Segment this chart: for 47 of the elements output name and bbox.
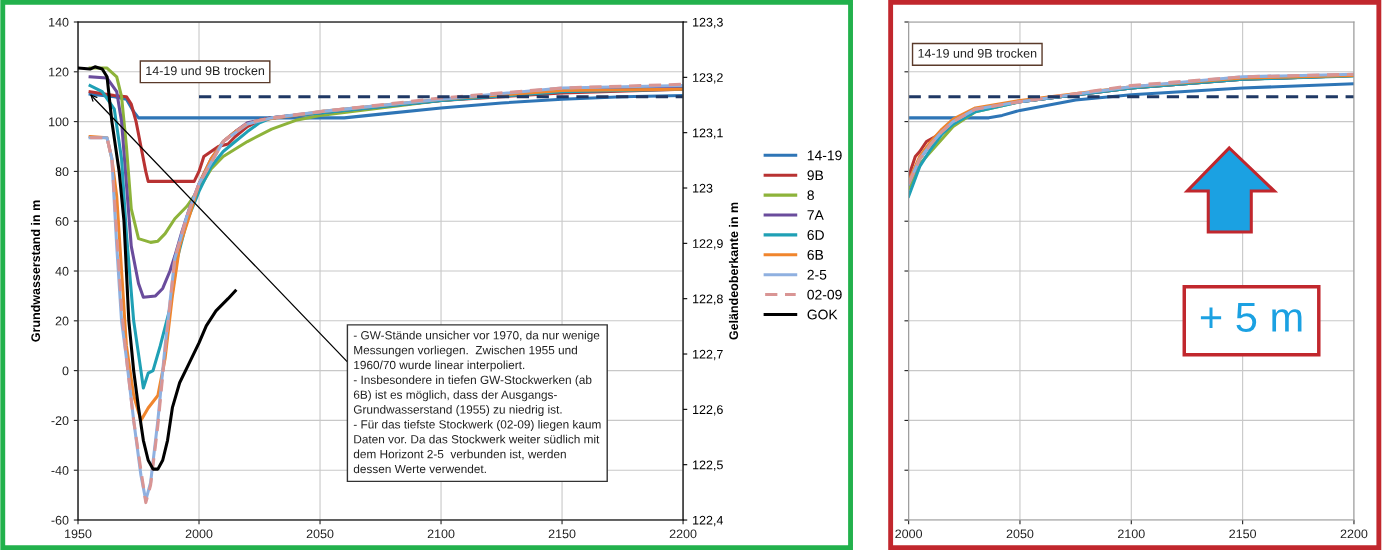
x-tick-label: 2050	[306, 529, 334, 539]
y2-axis-title: Geländeoberkante in m	[728, 202, 739, 340]
y-tick-label: 40	[55, 266, 69, 276]
y2-tick-label: 123,3	[693, 17, 723, 29]
legend-label: 02-09	[807, 289, 842, 300]
annotation: 14-19 und 9B trocken	[918, 48, 1037, 58]
x-tick-label: 2150	[548, 529, 576, 539]
legend-label: 7A	[807, 210, 824, 220]
legend-label: 9B	[807, 170, 824, 181]
x-tick-label: 2000	[895, 529, 923, 539]
annotation: + 5 m	[1200, 302, 1302, 332]
legend-label: 6B	[807, 249, 824, 260]
y2-tick-label: 123	[693, 183, 713, 193]
y2-tick-label: 122,6	[693, 405, 723, 416]
y-tick-label: 120	[49, 67, 69, 77]
x-tick-label: 2200	[1340, 529, 1368, 539]
y2-tick-label: 122,7	[693, 349, 723, 361]
legend-label: 8	[807, 190, 814, 201]
text: - GW-Stände unsicher vor 1970, da nur wenige Messungen vorliegen. Zwischen 1955 und 1960/70 wurde linear interpoliert. - Insbesondere in tiefen GW-Stockwerken (ab 6B) ist es möglich, dass der Ausgangs- Grundwasserstand (1955) zu niedrig ist. - Für das tiefste Stockwerk (02-09) liegen kaum Daten vor. Da das Stockwerk weiter südlich mit dem Horizont 2-5 verbunden ist, werden dessen Werte verwendet.	[353, 330, 601, 474]
legend-label: 2-5	[807, 269, 827, 280]
y2-tick-label: 122,9	[693, 239, 723, 250]
x-tick-label: 1950	[65, 529, 92, 539]
x-tick-label: 2050	[1006, 529, 1034, 539]
y-tick-label: 140	[49, 17, 69, 27]
y-tick-label: 100	[49, 117, 69, 127]
y-axis-title: Grundwasserstand in m	[30, 200, 41, 342]
y-tick-label: 20	[55, 316, 69, 326]
y-tick-label: 60	[55, 217, 69, 226]
x-tick-label: 2100	[1118, 529, 1145, 539]
legend-label: GOK	[807, 309, 838, 320]
y-tick-label: 0	[62, 366, 69, 376]
y2-tick-label: 123,1	[693, 128, 723, 139]
x-tick-label: 2100	[427, 529, 455, 539]
y2-tick-label: 123,2	[693, 73, 723, 84]
y-tick-label: 80	[55, 167, 69, 177]
y-tick-label: -60	[51, 515, 69, 525]
x-tick-label: 2150	[1229, 529, 1257, 539]
x-tick-label: 2200	[669, 529, 697, 539]
y2-tick-label: 122,5	[693, 460, 723, 471]
y2-tick-label: 122,4	[693, 515, 724, 527]
legend-label: 6D	[807, 230, 824, 240]
legend-label: 14-19	[807, 150, 842, 161]
y2-tick-label: 122,8	[693, 294, 723, 305]
y-tick-label: -40	[51, 466, 69, 475]
annotation: 14-19 und 9B trocken	[146, 65, 265, 76]
x-tick-label: 2000	[185, 529, 213, 539]
y-tick-label: -20	[51, 416, 69, 426]
